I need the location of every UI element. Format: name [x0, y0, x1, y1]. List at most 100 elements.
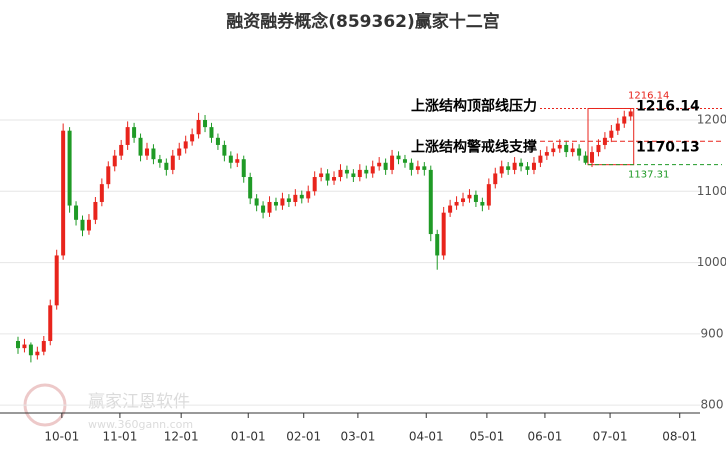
- candle-body: [157, 159, 162, 163]
- chart-title: 融资融券概念(859362)赢家十二宫: [226, 11, 500, 32]
- candle-body: [286, 198, 291, 202]
- candle-body: [132, 127, 137, 138]
- x-tick-label: 01-01: [231, 430, 266, 444]
- candle-body: [151, 148, 156, 160]
- candle-body: [138, 137, 143, 156]
- x-tick-label: 05-01: [469, 430, 504, 444]
- candle-body: [261, 205, 266, 213]
- candle-body: [93, 201, 98, 220]
- support-value: 1170.13: [636, 139, 700, 155]
- candle-body: [609, 130, 614, 138]
- candle-body: [480, 201, 485, 206]
- candle-body: [228, 155, 233, 163]
- candle-body: [16, 340, 20, 349]
- candle-body: [525, 166, 530, 170]
- candle-body: [28, 344, 33, 356]
- candle-body: [351, 173, 356, 178]
- y-tick-label: 1200: [697, 112, 726, 126]
- candle-body: [312, 177, 317, 192]
- candle-body: [196, 119, 201, 135]
- support-label: 上涨结构警戒线支撑: [411, 138, 537, 155]
- candle-body: [54, 255, 59, 306]
- candle-body: [409, 162, 414, 170]
- candle-body: [119, 144, 124, 156]
- y-tick-label: 1100: [697, 184, 726, 198]
- candle-body: [319, 173, 324, 178]
- watermark-name: 赢家江恩软件: [88, 392, 190, 412]
- candle-body: [370, 166, 375, 174]
- x-tick-label: 04-01: [409, 430, 444, 444]
- candle-body: [144, 148, 149, 156]
- resistance-label: 上涨结构顶部线压力: [411, 97, 537, 114]
- candle-body: [615, 123, 620, 131]
- candle-body: [596, 144, 601, 153]
- candle-body: [177, 148, 182, 156]
- candle-body: [299, 194, 304, 199]
- candle-body: [338, 169, 343, 178]
- candle-body: [486, 184, 491, 206]
- candle-body: [67, 130, 72, 206]
- candle-body: [551, 148, 556, 153]
- candle-body: [190, 134, 195, 142]
- candle-body: [422, 166, 427, 170]
- candle-body: [254, 198, 259, 206]
- candle-body: [112, 155, 117, 167]
- box-low-small: 1137.31: [628, 170, 669, 181]
- candle-body: [332, 177, 337, 181]
- candle-body: [241, 159, 246, 178]
- x-tick-label: 12-01: [164, 430, 199, 444]
- candle-body: [22, 344, 27, 349]
- x-tick-label: 02-01: [286, 430, 321, 444]
- candle-body: [183, 141, 188, 149]
- candle-body: [86, 219, 91, 231]
- candle-body: [441, 212, 446, 256]
- candle-body: [383, 162, 388, 170]
- y-tick-label: 800: [701, 398, 724, 412]
- candle-body: [402, 159, 407, 163]
- candle-body: [428, 169, 433, 235]
- candle-body: [583, 155, 588, 163]
- candle-body: [622, 116, 627, 124]
- candle-body: [396, 155, 401, 160]
- candle-body: [544, 152, 549, 156]
- candle-body: [125, 127, 130, 145]
- candle-body: [280, 198, 285, 206]
- candle-body: [222, 144, 227, 156]
- candle-body: [512, 162, 517, 170]
- candle-body: [564, 144, 569, 153]
- candle-body: [344, 169, 349, 174]
- candle-body: [454, 201, 459, 206]
- x-tick-label: 10-01: [44, 430, 79, 444]
- candle-body: [531, 162, 536, 170]
- candle-body: [415, 166, 420, 170]
- candle-body: [61, 130, 66, 256]
- candle-body: [35, 351, 40, 356]
- candle-body: [215, 137, 220, 145]
- x-tick-label: 07-01: [593, 430, 628, 444]
- x-tick-label: 03-01: [340, 430, 375, 444]
- candle-body: [80, 219, 85, 231]
- candle-body: [435, 234, 440, 256]
- x-tick-label: 06-01: [527, 430, 562, 444]
- candle-body: [235, 159, 240, 163]
- candle-body: [293, 194, 298, 202]
- candle-body: [448, 205, 453, 213]
- watermark-url: www.360gann.com: [88, 418, 193, 431]
- candle-body: [461, 198, 466, 202]
- candle-body: [473, 194, 478, 202]
- candle-body: [364, 169, 369, 174]
- candle-body: [325, 173, 330, 181]
- candle-body: [273, 201, 278, 206]
- resistance-small: 1216.14: [628, 90, 669, 101]
- candle-body: [41, 340, 46, 352]
- candle-body: [506, 166, 511, 170]
- candle-body: [499, 166, 504, 174]
- candle-body: [377, 162, 382, 167]
- y-tick-label: 1000: [697, 255, 726, 269]
- candle-body: [248, 177, 253, 199]
- candle-body: [209, 127, 214, 138]
- candle-body: [164, 162, 169, 170]
- candle-body: [577, 148, 582, 156]
- candle-body: [493, 173, 498, 185]
